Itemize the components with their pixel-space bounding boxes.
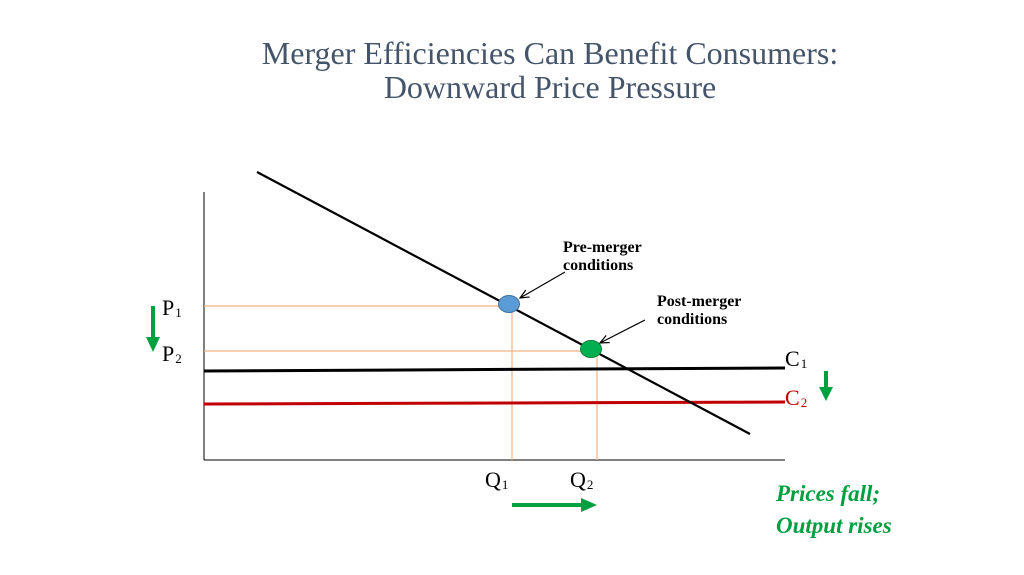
pre-merger-line-1: Pre-merger: [563, 239, 642, 256]
title-line-2: Downward Price Pressure: [383, 69, 717, 105]
post-merger-line-2: conditions: [657, 311, 728, 328]
post-merger-line-1: Post-merger: [657, 293, 742, 310]
price-down-arrow: [146, 306, 160, 352]
pre-merger-line-2: conditions: [563, 257, 634, 274]
p2-label: P2: [162, 341, 182, 366]
c1-label: C1: [785, 346, 808, 371]
cost-curve-c1: [203, 366, 786, 373]
conclusion-text: Prices fall; Output rises: [776, 478, 892, 542]
p1-label: P1: [162, 295, 182, 320]
pre-merger-callout-arrow: [520, 271, 566, 298]
slide-title: Merger Efficiencies Can Benefit Consumer…: [150, 36, 950, 104]
pre-merger-point: [498, 295, 520, 313]
cost-curve-c2: [203, 400, 786, 406]
q1-label: Q1: [485, 467, 509, 492]
guide-lines: [204, 305, 598, 460]
cost-down-arrow: [819, 371, 833, 401]
c2-label: C2: [785, 385, 808, 410]
post-merger-callout-arrow: [600, 319, 646, 343]
post-merger-callout: Post-merger conditions: [657, 293, 741, 329]
pre-merger-callout: Pre-merger conditions: [563, 239, 642, 275]
q2-label: Q2: [570, 467, 594, 492]
conclusion-line-1: Prices fall;: [776, 481, 881, 506]
title-line-1: Merger Efficiencies Can Benefit Consumer…: [261, 35, 839, 71]
output-up-arrow: [512, 498, 597, 512]
conclusion-line-2: Output rises: [776, 513, 892, 538]
post-merger-point: [580, 340, 602, 358]
